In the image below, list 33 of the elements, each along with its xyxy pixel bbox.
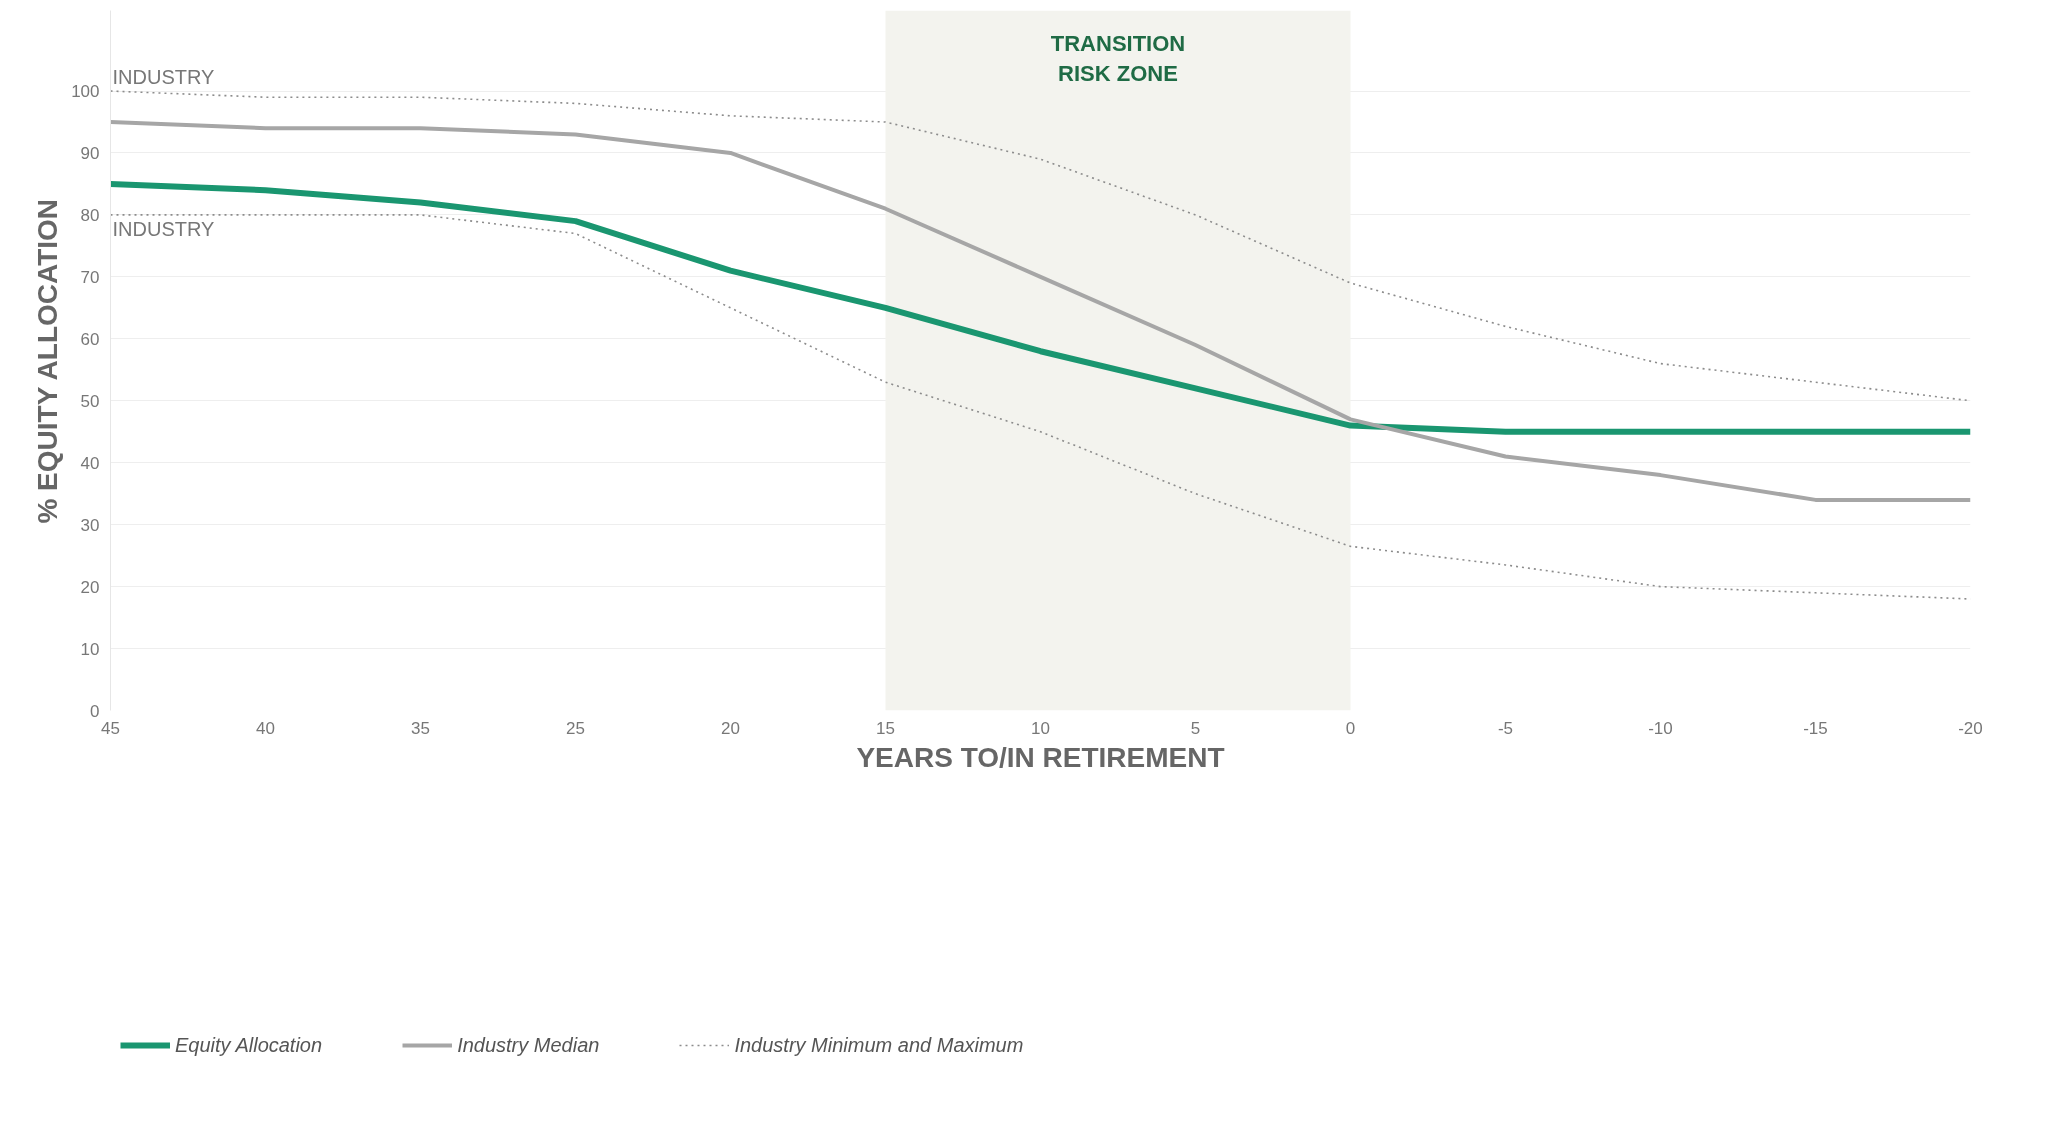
x-tick-label: 35 (411, 718, 430, 738)
x-tick-label: -20 (1958, 718, 1983, 738)
x-tick-label: 45 (101, 718, 120, 738)
y-tick-label: 50 (80, 391, 100, 411)
y-tick-label: 80 (80, 205, 100, 225)
y-tick-label: 10 (80, 639, 100, 659)
x-tick-label: 5 (1190, 718, 1201, 738)
line-series (110, 120, 1971, 502)
x-tick-label: 40 (256, 718, 275, 738)
annotation: INDUSTRY (112, 66, 215, 89)
y-axis-title: % EQUITY ALLOCATION (32, 198, 64, 524)
x-tick-label: 0 (1345, 718, 1356, 738)
legend-label: Industry Median (457, 1033, 600, 1057)
x-tick-label: -15 (1803, 718, 1828, 738)
band-label: TRANSITION RISK ZONE (1050, 30, 1186, 86)
x-tick-label: 15 (876, 718, 895, 738)
annotation: INDUSTRY (112, 217, 215, 240)
y-tick-label: 0 (90, 701, 100, 721)
y-tick-label: 90 (80, 143, 100, 163)
x-tick-label: 25 (566, 718, 585, 738)
y-tick-label: 30 (80, 515, 100, 535)
y-tick-label: 20 (80, 577, 100, 597)
y-tick-label: 70 (80, 267, 100, 287)
x-tick-label: 10 (1031, 718, 1050, 738)
x-tick-label: -5 (1497, 718, 1514, 738)
x-tick-label: -10 (1648, 718, 1673, 738)
y-tick-label: 100 (71, 82, 100, 102)
y-tick-label: 60 (80, 329, 100, 349)
legend-label: Industry Minimum and Maximum (734, 1033, 1024, 1057)
x-axis-title: YEARS TO/IN RETIREMENT (856, 741, 1225, 773)
legend-label: Equity Allocation (175, 1033, 323, 1057)
x-tick-label: 20 (721, 718, 740, 738)
y-tick-label: 40 (80, 453, 100, 473)
